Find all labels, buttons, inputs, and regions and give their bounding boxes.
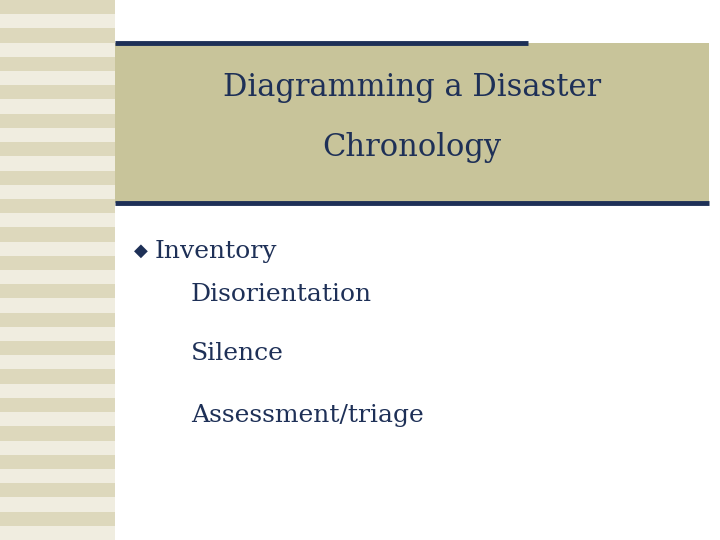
Bar	[0, 284, 115, 299]
Bar	[115, 43, 709, 202]
Bar	[0, 455, 115, 469]
Bar	[0, 497, 115, 511]
Bar	[0, 384, 115, 398]
Bar	[0, 327, 115, 341]
Bar	[0, 426, 115, 441]
Bar	[0, 441, 115, 455]
Bar	[0, 71, 115, 85]
Bar	[0, 313, 115, 327]
Bar	[0, 241, 115, 256]
Text: Diagramming a Disaster: Diagramming a Disaster	[223, 72, 601, 103]
Bar	[0, 412, 115, 426]
Text: Silence: Silence	[191, 342, 284, 365]
Bar	[0, 355, 115, 369]
Text: ◆: ◆	[133, 242, 148, 260]
Bar	[0, 526, 115, 540]
Bar	[0, 114, 115, 128]
Bar	[0, 14, 115, 29]
Bar	[0, 469, 115, 483]
Bar	[0, 227, 115, 241]
Bar	[0, 0, 115, 14]
Bar	[0, 43, 115, 57]
Text: Assessment/triage: Assessment/triage	[191, 404, 423, 427]
Text: Disorientation: Disorientation	[191, 283, 372, 306]
Text: Chronology: Chronology	[323, 132, 502, 163]
Bar	[0, 341, 115, 355]
Bar	[0, 128, 115, 142]
Bar	[0, 369, 115, 384]
Bar	[0, 270, 115, 284]
Bar	[0, 171, 115, 185]
Bar	[0, 185, 115, 199]
Bar	[0, 299, 115, 313]
Bar	[0, 29, 115, 43]
Bar	[0, 213, 115, 227]
Bar	[0, 511, 115, 526]
Text: Inventory: Inventory	[155, 240, 277, 262]
Bar	[0, 142, 115, 156]
Bar	[0, 99, 115, 114]
Bar	[0, 156, 115, 171]
Bar	[0, 85, 115, 99]
Bar	[0, 483, 115, 497]
Bar	[0, 398, 115, 412]
Bar	[0, 256, 115, 270]
Bar	[0, 57, 115, 71]
Bar	[0, 199, 115, 213]
